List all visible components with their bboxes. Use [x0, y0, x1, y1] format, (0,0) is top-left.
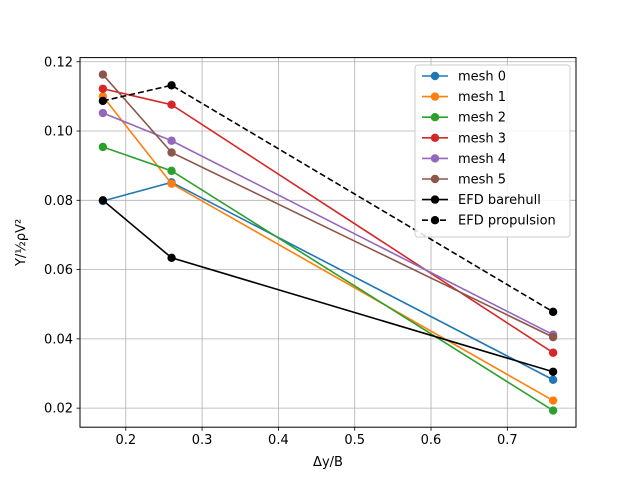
legend-marker: [430, 216, 440, 225]
data-point: [167, 253, 176, 263]
legend-item: EFD barehull: [422, 193, 541, 208]
data-point: [548, 396, 558, 405]
x-tick-label: 0.2: [115, 433, 136, 448]
legend-label: mesh 1: [458, 90, 506, 105]
data-point: [548, 332, 558, 342]
legend-item: EFD propulsion: [422, 214, 556, 229]
legend-item: mesh 3: [422, 131, 506, 146]
legend-marker: [430, 71, 440, 81]
x-tick-label: 0.6: [421, 433, 442, 448]
data-point: [98, 96, 108, 106]
legend-label: mesh 0: [458, 70, 506, 85]
data-point: [548, 307, 558, 317]
data-point: [98, 84, 108, 93]
plot-frame: [79, 57, 577, 428]
legend-item: mesh 4: [422, 152, 506, 167]
legend-label: mesh 5: [458, 173, 506, 188]
legend: mesh 0 mesh 1 mesh 2 mesh 3 mesh 4 mesh 5 EFD …: [414, 64, 571, 238]
legend-label: mesh 4: [458, 152, 506, 167]
data-point: [548, 375, 558, 384]
data-point: [167, 166, 176, 176]
data-point: [167, 179, 176, 188]
data-point: [548, 367, 558, 376]
y-tick-label: 0.10: [44, 125, 73, 140]
x-tick-label: 0.5: [344, 433, 365, 448]
series-mesh-5: [98, 70, 558, 342]
x-tick-label: 0.3: [192, 433, 213, 448]
x-tick-label: 0.4: [268, 433, 289, 448]
y-tick-label: 0.12: [44, 55, 73, 70]
legend-item: mesh 0: [422, 70, 506, 85]
legend-marker: [430, 154, 440, 163]
series-line: [102, 84, 554, 313]
series-efd-barehull: [98, 196, 558, 376]
data-point: [167, 81, 176, 90]
x-axis-label: Δy/B: [313, 455, 343, 470]
series-mesh-2: [98, 142, 558, 415]
y-tick-label: 0.04: [44, 332, 73, 347]
legend-label: EFD propulsion: [458, 214, 556, 229]
data-point: [548, 348, 558, 357]
data-point: [167, 100, 176, 109]
data-point: [98, 196, 108, 205]
y-tick-label: 0.02: [44, 402, 73, 417]
legend-item: mesh 1: [422, 90, 506, 105]
data-point: [98, 142, 108, 152]
legend-label: mesh 3: [458, 131, 506, 146]
y-tick-label: 0.08: [44, 194, 73, 209]
legend-marker: [430, 113, 440, 122]
legend-label: EFD barehull: [458, 193, 541, 208]
x-tick-label: 0.7: [497, 433, 518, 448]
legend-label: mesh 2: [458, 111, 506, 126]
x-axis: 0.2 0.3 0.4 0.5 0.6 0.7: [115, 427, 518, 448]
data-point: [167, 136, 176, 145]
data-point: [548, 406, 558, 415]
data-point: [98, 108, 108, 118]
series-efd-propulsion: [98, 81, 558, 317]
legend-marker: [430, 195, 440, 204]
legend-item: mesh 5: [422, 173, 506, 188]
legend-marker: [430, 174, 440, 184]
y-tick-label: 0.06: [44, 263, 73, 278]
series-layer: [98, 70, 558, 415]
y-axis-label: Y/½ρV²: [14, 219, 29, 267]
legend-marker: [430, 133, 440, 142]
legend-box: [414, 64, 571, 238]
y-axis: 0.02 0.04 0.06 0.08 0.10 0.12: [44, 55, 80, 417]
legend-marker: [430, 92, 440, 101]
legend-item: mesh 2: [422, 111, 506, 126]
data-point: [98, 70, 108, 79]
data-point: [167, 148, 176, 157]
